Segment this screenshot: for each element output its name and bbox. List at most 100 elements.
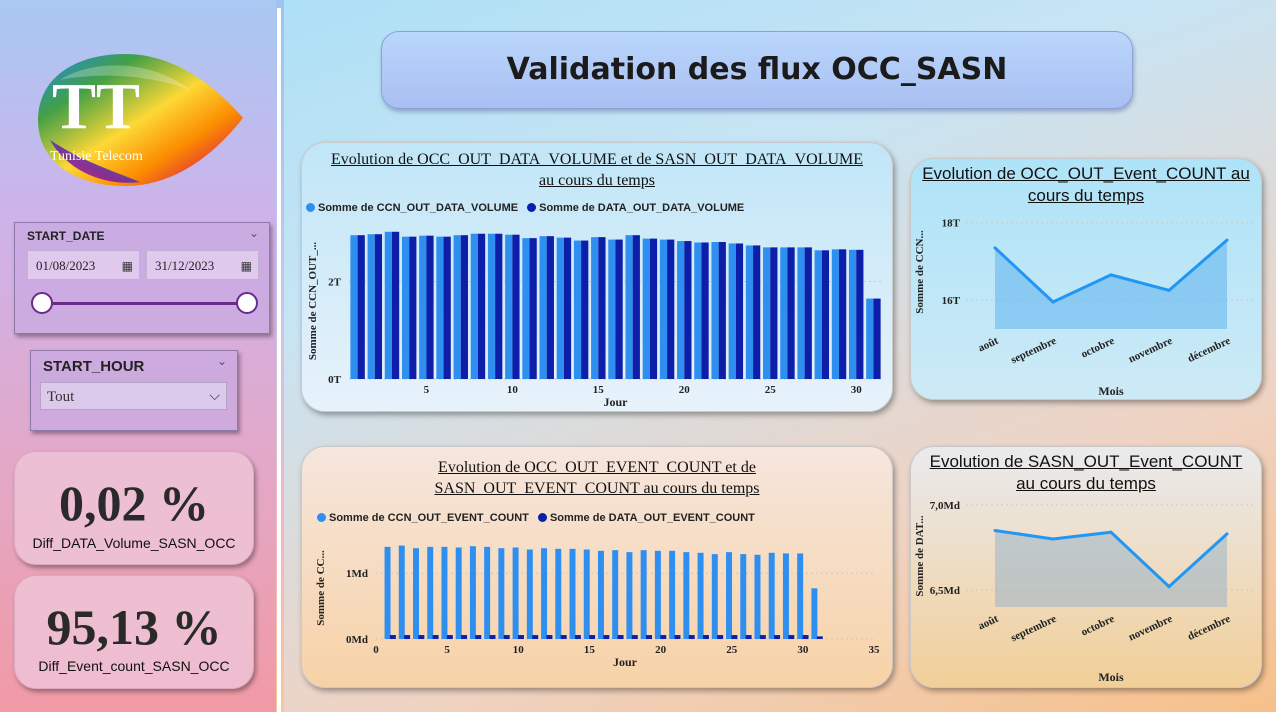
x-tick-label: 20 [655,644,667,656]
bar-data [735,243,744,379]
bar-data [489,635,496,639]
bar-data [589,635,596,639]
x-tick-label: septembre [1009,335,1058,366]
kpi-card-event-count: 95,13 % Diff_Event_count_SASN_OCC [14,575,254,689]
bar-ccn [453,235,461,379]
chart-card-occ-event-by-month[interactable]: Evolution de OCC_OUT_Event_COUNT au cour… [910,158,1262,400]
bar-data [770,247,778,379]
bar-data [804,247,812,379]
date-range-track[interactable] [43,302,249,305]
x-axis-label: Jour [613,655,638,669]
start-date-title: START_DATE [27,229,105,243]
start-hour-selected-value: Tout [47,389,75,405]
bar-ccn [522,238,530,379]
event-count-bar-chart[interactable]: 0Md 1Md 0 5 10 15 20 25 30 35 Jour Somme de CC... [302,447,892,687]
chart-title-line: SASN_OUT_EVENT_COUNT au cours du temps [434,480,760,497]
bar-data [802,635,809,639]
bar-data [632,235,640,379]
bar-data [374,234,383,379]
bar-data [475,635,482,639]
bar-data [816,636,823,639]
bar-ccn [436,236,444,379]
start-date-from-value: 01/08/2023 [36,258,96,273]
chevron-down-icon[interactable]: ⌵ [209,389,220,404]
legend-item[interactable]: Somme de CCN_OUT_DATA_VOLUME [306,202,518,214]
bar-ccn [640,550,647,639]
bar-ccn [401,236,410,379]
bar-data [753,245,761,379]
x-tick-label: août [976,335,1000,355]
date-range-end-handle[interactable] [236,292,258,314]
start-hour-slicer: START_HOUR ⌄ Tout ⌵ [30,350,238,431]
bar-ccn [697,552,704,639]
kpi-card-data-volume: 0,02 % Diff_DATA_Volume_SASN_OCC [14,451,254,565]
bar-data [598,237,606,379]
bar-data [503,635,510,639]
page-title: Validation des flux OCC_SASN [381,31,1133,109]
y-tick-label: 6,5Md [930,585,960,597]
chart-title-line: au cours du temps [1016,474,1156,493]
kpi-label: Diff_Event_count_SASN_OCC [38,658,230,674]
slicer-chevron-icon[interactable]: ⌄ [216,354,227,368]
bar-ccn [797,553,804,639]
y-tick-label: 18T [942,218,961,230]
legend-item[interactable]: Somme de DATA_OUT_DATA_VOLUME [527,202,744,214]
date-range-start-handle[interactable] [31,292,53,314]
y-tick-label: 0Md [346,634,368,646]
bar-ccn [455,547,462,639]
chart-card-sasn-event-by-month[interactable]: Evolution de SASN_OUT_Event_COUNT au cou… [910,446,1262,688]
bar-data [701,242,709,379]
sasn-event-area-chart[interactable]: 6,5Md 7,0Md août septembre octobre novembre dé… [911,447,1261,687]
legend-item[interactable]: Somme de CCN_OUT_EVENT_COUNT [317,512,529,524]
bar-data [649,238,658,379]
y-tick-label: 0T [328,374,342,386]
volume-bar-chart[interactable]: 0T 2T 5 10 15 20 25 30 Jour Somme de CCN_OUT_... [302,143,892,411]
bar-ccn [831,249,840,379]
bar-data [512,234,520,379]
bar-ccn [350,235,358,379]
chart-card-event-count-by-day[interactable]: Evolution de OCC_OUT_EVENT_COUNT et de S… [301,446,893,688]
vertical-divider [277,8,281,712]
bar-data [774,635,781,639]
bar-data [446,635,453,639]
x-tick-label: décembre [1186,613,1233,643]
bar-data [546,236,554,379]
x-tick-label: 20 [679,384,691,396]
bar-data [461,635,468,639]
bar-ccn [512,547,519,639]
bar-data [389,635,396,639]
calendar-icon[interactable]: ▦ [240,259,252,273]
bar-ccn [526,549,533,639]
bar-data [660,635,667,639]
data-point [1051,537,1055,541]
bar-ccn [555,548,562,639]
chart-title-line: cours du temps [1027,186,1145,205]
bar-ccn [782,553,789,639]
data-point [1051,300,1055,304]
legend-item[interactable]: Somme de DATA_OUT_EVENT_COUNT [537,512,755,524]
x-tick-label: 10 [507,384,519,396]
start-date-to-input[interactable]: 31/12/2023 ▦ [146,250,259,280]
x-tick-label: 5 [444,644,450,656]
bar-data [581,240,589,379]
occ-event-area-chart[interactable]: 16T 18T août septembre octobre novembre décemb… [911,159,1261,399]
bar-data [477,233,486,379]
bar-data [560,635,567,639]
slicer-chevron-icon[interactable]: ⌄ [248,226,259,240]
x-tick-label: 25 [765,384,777,396]
chart-card-volume-by-day[interactable]: Evolution de OCC_OUT_DATA_VOLUME et de S… [301,142,893,412]
y-tick-label: 2T [328,277,342,289]
start-date-slicer: START_DATE ⌄ 01/08/2023 ▦ 31/12/2023 ▦ [14,222,270,334]
bar-ccn [866,298,874,379]
bar-data [615,239,623,379]
calendar-icon[interactable]: ▦ [121,259,133,273]
bar-ccn [780,247,788,379]
bar-ccn [583,549,590,639]
x-axis-label: Mois [1098,384,1124,398]
bar-ccn [711,554,718,639]
start-date-from-input[interactable]: 01/08/2023 ▦ [27,250,140,280]
x-tick-label: 25 [726,644,738,656]
bar-ccn [659,239,668,379]
start-hour-dropdown[interactable]: Tout ⌵ [40,382,227,410]
bar-data [646,635,653,639]
